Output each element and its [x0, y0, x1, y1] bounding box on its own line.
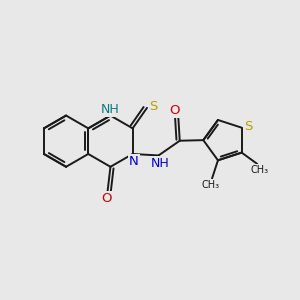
- Text: CH₃: CH₃: [250, 165, 268, 175]
- Text: NH: NH: [151, 157, 169, 170]
- Text: O: O: [169, 103, 180, 117]
- Text: CH₃: CH₃: [202, 180, 220, 190]
- Text: N: N: [129, 155, 139, 168]
- Text: S: S: [149, 100, 158, 113]
- Text: O: O: [101, 192, 111, 205]
- Text: NH: NH: [101, 103, 120, 116]
- Text: S: S: [244, 120, 252, 133]
